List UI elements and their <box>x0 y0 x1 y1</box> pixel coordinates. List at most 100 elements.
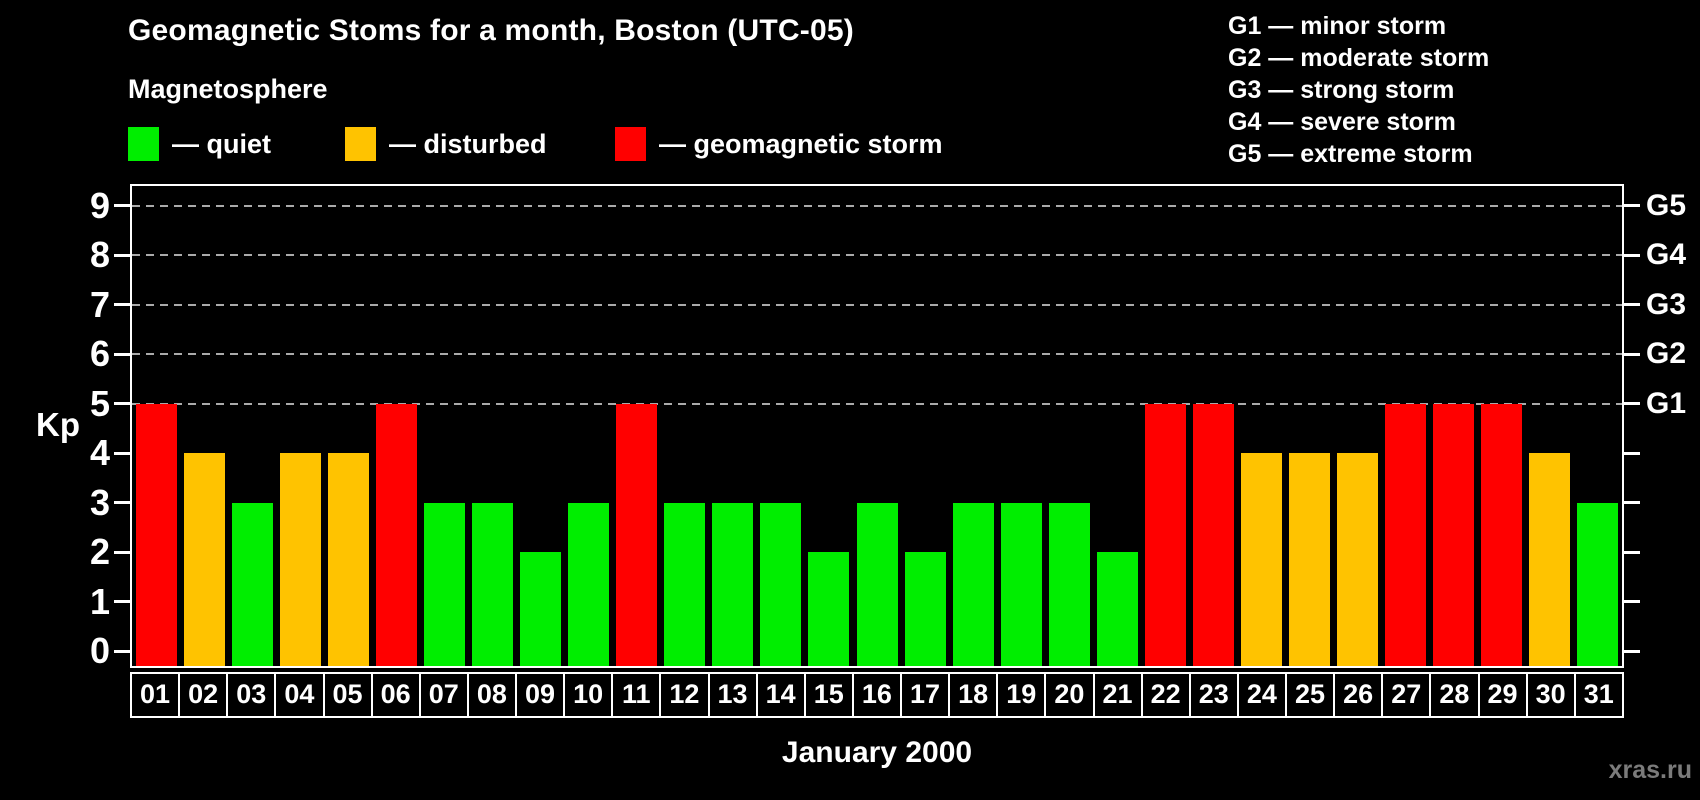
day-cell-01: 01 <box>140 679 171 709</box>
bar-day-26 <box>1337 453 1379 666</box>
day-cell-30: 30 <box>1525 674 1574 716</box>
day-cell-06: 06 <box>370 674 419 716</box>
y-tick-label-4: 4 <box>89 432 110 473</box>
legend-title: Magnetosphere <box>128 74 328 104</box>
right-scale-label-G3: G3 <box>1646 287 1687 321</box>
y-tick-left-9 <box>114 204 130 207</box>
legend-label-quiet: — quiet <box>172 128 271 159</box>
gridline-kp-7 <box>132 303 1622 306</box>
gridline-kp-5 <box>132 402 1622 405</box>
day-cell-10: 10 <box>563 674 611 716</box>
bar-day-01 <box>135 403 177 666</box>
g-legend-line-3: G3 — strong storm <box>1228 76 1455 104</box>
day-cell-28: 28 <box>1429 674 1477 716</box>
bar-day-19 <box>1000 502 1042 666</box>
y-tick-right-3 <box>1624 501 1640 504</box>
plot-inner <box>132 186 1622 666</box>
day-cell-20: 20 <box>1044 674 1092 716</box>
chart-title: Geomagnetic Stoms for a month, Boston (U… <box>128 14 854 47</box>
y-tick-left-7 <box>114 303 130 306</box>
y-tick-left-1 <box>114 600 130 603</box>
y-tick-left-6 <box>114 352 130 356</box>
y-tick-label-0: 0 <box>89 630 110 671</box>
day-cell-31: 31 <box>1573 674 1622 716</box>
day-cell-23: 23 <box>1188 674 1237 716</box>
bar-day-06 <box>375 403 417 666</box>
bar-day-08 <box>471 502 513 666</box>
bar-day-23 <box>1192 403 1234 666</box>
bar-day-02 <box>183 453 225 666</box>
day-cell-21: 21 <box>1092 674 1141 716</box>
bar-day-22 <box>1144 403 1186 666</box>
right-scale-label-G2: G2 <box>1646 337 1687 370</box>
right-scale-label-G5: G5 <box>1646 188 1687 222</box>
day-cell-13: 13 <box>707 674 756 716</box>
y-tick-label-3: 3 <box>89 481 110 523</box>
day-cell-29: 29 <box>1477 674 1526 716</box>
y-tick-left-3 <box>114 501 130 504</box>
bar-day-09 <box>520 552 562 666</box>
bar-day-28 <box>1433 403 1475 666</box>
y-axis-title: Kp <box>36 406 80 443</box>
y-tick-left-0 <box>114 649 130 653</box>
day-cell-08: 08 <box>466 674 515 716</box>
day-cell-18: 18 <box>948 674 996 716</box>
y-tick-label-5: 5 <box>89 382 110 424</box>
y-tick-right-8 <box>1624 253 1640 257</box>
day-cell-22: 22 <box>1140 674 1189 716</box>
y-tick-label-2: 2 <box>89 531 110 572</box>
gridline-kp-8 <box>132 254 1622 256</box>
right-scale-label-G1: G1 <box>1646 386 1687 420</box>
legend-label-storm: — geomagnetic storm <box>659 128 943 159</box>
y-tick-label-1: 1 <box>89 580 110 622</box>
bar-day-24 <box>1241 453 1283 666</box>
gridline-kp-6 <box>132 353 1622 355</box>
bar-day-15 <box>808 552 850 666</box>
day-cell-19: 19 <box>996 674 1044 716</box>
bar-day-05 <box>327 453 369 666</box>
y-tick-label-9: 9 <box>89 184 110 226</box>
day-cell-12: 12 <box>659 674 707 716</box>
bar-day-16 <box>856 502 898 666</box>
bar-day-04 <box>279 453 321 666</box>
day-cell-25: 25 <box>1285 674 1333 716</box>
right-scale-label-G4: G4 <box>1646 238 1687 271</box>
y-tick-label-6: 6 <box>89 333 110 374</box>
y-tick-right-7 <box>1624 303 1640 306</box>
day-cell-03: 03 <box>226 674 274 716</box>
y-tick-right-9 <box>1624 204 1640 207</box>
day-cell-15: 15 <box>803 674 852 716</box>
day-cell-04: 04 <box>274 674 322 716</box>
g-scale-legend: G1 — minor storm G2 — moderate storm G3 — … <box>1228 10 1489 170</box>
bar-day-17 <box>904 552 946 666</box>
bar-day-14 <box>760 502 802 666</box>
legend-label-disturbed: — disturbed <box>389 128 547 159</box>
legend-swatch-storm <box>615 127 646 161</box>
y-tick-left-8 <box>114 253 130 257</box>
legend-item-quiet: — quiet <box>128 126 271 162</box>
watermark: xras.ru <box>1608 756 1692 784</box>
y-tick-left-2 <box>114 550 130 554</box>
day-cell-07: 07 <box>418 674 467 716</box>
x-axis-day-row: 01 02 03 04 05 06 07 08 09 10 11 12 13 14 15 16 17 18 19 20… <box>130 672 1624 718</box>
bar-day-21 <box>1096 552 1138 666</box>
day-cell-27: 27 <box>1381 674 1429 716</box>
y-tick-left-5 <box>114 402 130 405</box>
bar-day-11 <box>616 403 658 666</box>
bar-day-30 <box>1529 453 1571 666</box>
plot-area <box>130 184 1624 668</box>
day-cell-11: 11 <box>611 674 659 716</box>
bar-day-03 <box>231 502 273 666</box>
day-cell-24: 24 <box>1236 674 1285 716</box>
y-tick-right-2 <box>1624 550 1640 554</box>
y-tick-right-1 <box>1624 600 1640 603</box>
y-tick-right-5 <box>1624 402 1640 405</box>
bar-day-29 <box>1481 403 1523 666</box>
bar-day-13 <box>712 502 754 666</box>
y-tick-label-7: 7 <box>89 283 110 325</box>
bar-day-31 <box>1577 502 1619 666</box>
bar-day-07 <box>423 502 465 666</box>
day-cell-02: 02 <box>178 674 226 716</box>
bar-day-18 <box>952 502 994 666</box>
